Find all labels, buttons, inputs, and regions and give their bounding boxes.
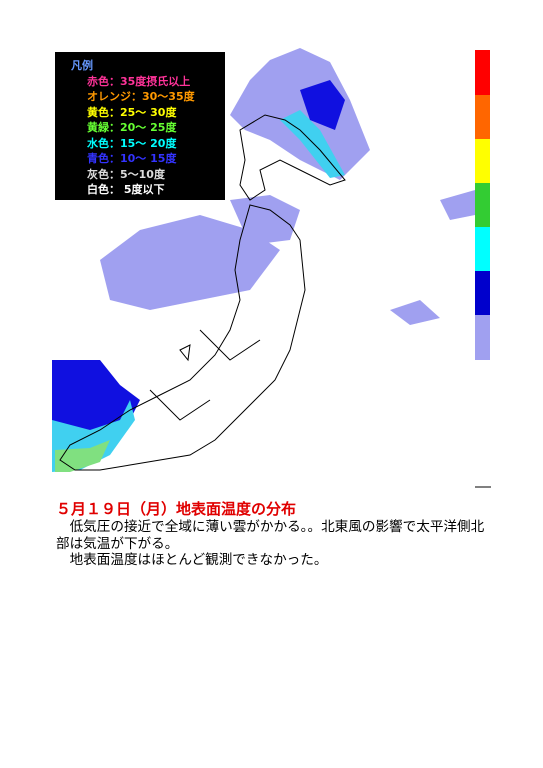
legend-title: 凡例 [71, 59, 93, 72]
legend-item: 赤色：35度摂氏以上 [87, 74, 191, 88]
legend-item: 黄緑：20～ 25度 [87, 121, 177, 134]
color-bar [475, 50, 491, 488]
legend-item: 青色：10～ 15度 [87, 152, 177, 165]
description: 低気圧の接近で全域に薄い雲がかかる。。北東風の影響で太平洋側北部は気温が下がる。… [56, 519, 496, 569]
legend-item: 灰色：5～10度 [87, 167, 165, 181]
legend: 凡例 赤色：35度摂氏以上 オレンジ：30～35度 黄色：25～ 30度 黄緑：… [55, 52, 225, 200]
paragraph: 地表面温度はほとんど観測できなかった。 [56, 552, 328, 568]
legend-item: 白色： 5度以下 [87, 183, 165, 196]
heading: ５月１９日（月）地表面温度の分布 [56, 500, 297, 518]
legend-item: 黄色：25～ 30度 [87, 105, 177, 119]
paragraph: 低気圧の接近で全域に薄い雲がかかる。。北東風の影響で太平洋側北部は気温が下がる。 [56, 519, 485, 552]
coastlines [59, 114, 346, 471]
legend-item: 水色：15～ 20度 [87, 136, 177, 150]
legend-item: オレンジ：30～35度 [87, 90, 195, 103]
